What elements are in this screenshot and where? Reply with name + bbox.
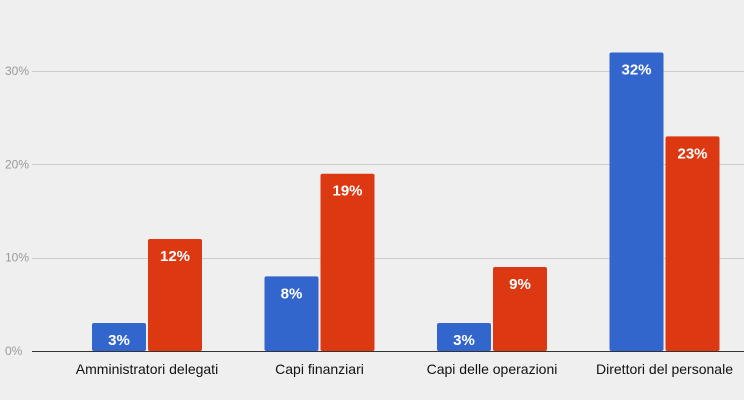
category-label: Amministratori delegati	[76, 361, 218, 377]
bar	[665, 136, 720, 351]
x-axis-category-labels: Amministratori delegati Capi finanziari Ca…	[76, 361, 733, 377]
y-tick-label: 0%	[5, 344, 23, 358]
bar-value-label: 12%	[160, 248, 190, 265]
bar	[264, 276, 319, 351]
bar	[148, 239, 202, 351]
bar	[437, 323, 491, 351]
y-tick-label: 30%	[5, 64, 29, 78]
bar-value-label: 23%	[677, 145, 707, 162]
y-tick-label: 20%	[5, 157, 29, 171]
bar-value-label: 9%	[509, 276, 531, 293]
bar	[493, 267, 547, 351]
category-label: Capi delle operazioni	[427, 361, 558, 377]
bar-value-label: 8%	[281, 285, 303, 302]
category-label: Capi finanziari	[275, 361, 364, 377]
bars: 3% 12% 8% 19% 3% 9% 32% 23%	[92, 52, 720, 351]
bar-value-label: 19%	[332, 183, 362, 200]
bar	[92, 323, 146, 351]
bar-value-label: 32%	[621, 61, 651, 78]
category-label: Direttori del personale	[596, 361, 733, 377]
bar-value-label: 3%	[453, 332, 475, 349]
y-tick-label: 10%	[5, 251, 29, 265]
bar	[609, 52, 664, 351]
y-axis-tick-labels: 0% 10% 20% 30%	[5, 64, 29, 358]
bar-value-label: 3%	[108, 332, 130, 349]
bar	[320, 173, 375, 351]
